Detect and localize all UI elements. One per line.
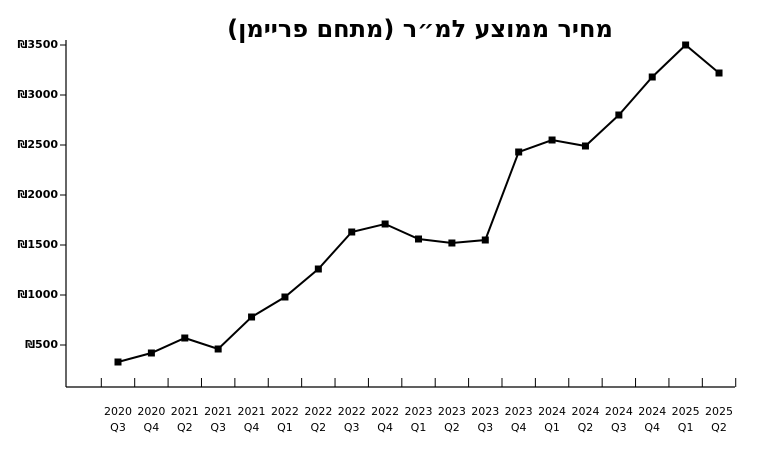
x-tick-label: 2023 xyxy=(505,405,533,418)
x-tick-label: 2025 xyxy=(705,405,733,418)
x-tick-label: 2025 xyxy=(672,405,700,418)
marker xyxy=(581,142,589,150)
x-tick-label: Q1 xyxy=(544,421,560,434)
marker xyxy=(248,313,256,321)
x-tick-label: Q2 xyxy=(711,421,727,434)
x-tick-label: 2022 xyxy=(304,405,332,418)
x-tick-label: 2023 xyxy=(438,405,466,418)
x-tick-label: 2021 xyxy=(238,405,266,418)
y-tick-label: ₪1500 xyxy=(17,238,58,251)
marker xyxy=(715,69,723,77)
y-tick-label: ₪500 xyxy=(25,338,58,351)
x-tick-label: Q3 xyxy=(110,421,126,434)
x-tick-label: 2021 xyxy=(204,405,232,418)
marker xyxy=(415,235,423,243)
x-tick-label: Q2 xyxy=(311,421,327,434)
marker xyxy=(682,41,690,49)
x-tick-label: 2022 xyxy=(271,405,299,418)
x-tick-label: Q4 xyxy=(244,421,260,434)
marker xyxy=(481,236,489,244)
x-tick-label: Q1 xyxy=(678,421,694,434)
x-tick-label: 2023 xyxy=(405,405,433,418)
x-tick-label: Q2 xyxy=(177,421,193,434)
x-tick-label: 2023 xyxy=(471,405,499,418)
marker xyxy=(381,220,389,228)
x-tick-label: 2020 xyxy=(104,405,132,418)
chart-title: מחיר ממוצע למ״ר (מתחם פריימן) xyxy=(227,15,613,43)
marker xyxy=(615,111,623,119)
y-tick-label: ₪2000 xyxy=(17,188,58,201)
marker xyxy=(548,136,556,144)
x-tick-label: Q3 xyxy=(477,421,493,434)
marker xyxy=(314,265,322,273)
x-tick-label: Q4 xyxy=(511,421,527,434)
x-tick-label: 2022 xyxy=(371,405,399,418)
marker xyxy=(515,148,523,156)
marker xyxy=(648,73,656,81)
x-tick-label: Q4 xyxy=(377,421,393,434)
x-tick-label: 2024 xyxy=(538,405,566,418)
marker xyxy=(281,293,289,301)
marker xyxy=(114,358,122,366)
marker xyxy=(181,334,189,342)
x-tick-label: 2020 xyxy=(137,405,165,418)
x-tick-label: Q3 xyxy=(210,421,226,434)
x-tick-label: Q2 xyxy=(578,421,594,434)
marker xyxy=(147,349,155,357)
x-tick-label: Q3 xyxy=(344,421,360,434)
x-tick-label: Q1 xyxy=(277,421,293,434)
x-tick-label: 2024 xyxy=(571,405,599,418)
x-tick-label: Q2 xyxy=(444,421,460,434)
y-tick-label: ₪3500 xyxy=(17,38,58,51)
marker xyxy=(448,239,456,247)
x-tick-label: Q1 xyxy=(411,421,427,434)
marker xyxy=(348,228,356,236)
y-tick-label: ₪3000 xyxy=(17,88,58,101)
x-tick-label: 2024 xyxy=(605,405,633,418)
x-tick-label: 2024 xyxy=(638,405,666,418)
x-tick-label: Q4 xyxy=(644,421,660,434)
y-tick-label: ₪1000 xyxy=(17,288,58,301)
x-tick-label: Q4 xyxy=(144,421,160,434)
x-tick-label: 2022 xyxy=(338,405,366,418)
x-tick-label: 2021 xyxy=(171,405,199,418)
y-tick-label: ₪2500 xyxy=(17,138,58,151)
marker xyxy=(214,345,222,353)
x-tick-label: Q3 xyxy=(611,421,627,434)
